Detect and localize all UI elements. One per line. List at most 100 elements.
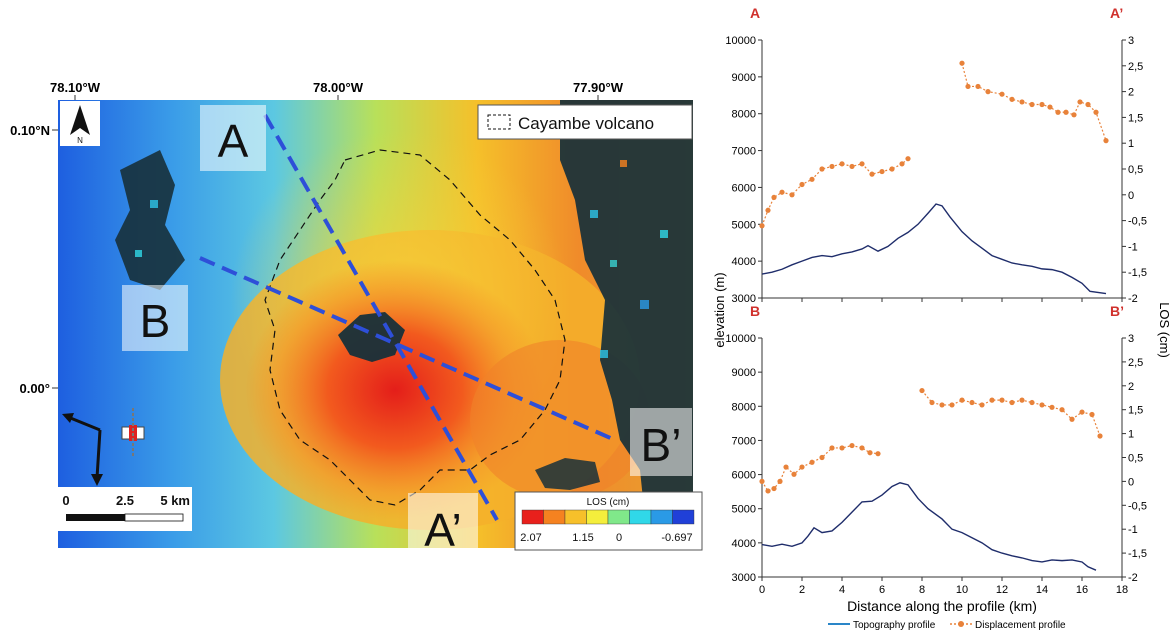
- displacement-point: [1055, 109, 1061, 115]
- x-tick-label: 10: [956, 584, 968, 596]
- profile-line-a: [263, 114, 499, 521]
- displacement-point: [1069, 416, 1075, 422]
- displacement-point: [799, 464, 805, 470]
- y-tick-label: 7000: [732, 435, 756, 447]
- north-arrow-icon: N: [60, 101, 100, 146]
- x-tick-label: 0: [759, 584, 765, 596]
- profile-line-b: [199, 256, 616, 442]
- lon-label-2: 78.00°W: [313, 80, 364, 95]
- speckle: [135, 160, 668, 358]
- y2-tick-label: -0,5: [1128, 500, 1147, 512]
- svg-text:B’: B’: [641, 419, 682, 471]
- lat-label-1: 0.10°N: [10, 123, 50, 138]
- y-tick-label: 10000: [725, 35, 756, 47]
- displacement-point: [985, 89, 991, 95]
- y2-tick-label: 2: [1128, 381, 1134, 393]
- displacement-point: [779, 189, 785, 195]
- svg-text:LOS (cm): LOS (cm): [587, 497, 630, 508]
- lat-label-2: 0.00°: [19, 381, 50, 396]
- y-tick-label: 8000: [732, 401, 756, 413]
- y2-tick-label: -1: [1128, 241, 1138, 253]
- y2-tick-label: 0: [1128, 476, 1134, 488]
- svg-text:N: N: [77, 136, 83, 145]
- displacement-point: [1089, 411, 1095, 418]
- topography-line: [761, 203, 1107, 295]
- colorbar-cell: [629, 509, 652, 525]
- displacement-point: [975, 83, 981, 90]
- y2-tick-label: -1,5: [1128, 548, 1147, 560]
- x-tick-label: 2: [799, 584, 805, 596]
- colorbar: LOS (cm) 2.07 1.15 0 -0.697: [514, 491, 703, 551]
- profile-end-label: A’: [1110, 5, 1123, 21]
- displacement-point: [1009, 399, 1015, 406]
- y-tick-label: 6000: [732, 182, 756, 194]
- colorbar-cell: [543, 509, 566, 525]
- displacement-point: [879, 168, 885, 175]
- y2-tick-label: 0: [1128, 190, 1134, 202]
- y-tick-label: 3000: [732, 572, 756, 584]
- colorbar-cell: [650, 509, 673, 525]
- displacement-point: [989, 397, 995, 403]
- displacement-point: [759, 223, 765, 229]
- y-tick-label: 9000: [732, 367, 756, 379]
- displacement-point: [839, 161, 845, 167]
- displacement-point: [783, 464, 789, 470]
- displacement-point: [899, 161, 905, 167]
- y2-tick-label: 2: [1128, 87, 1134, 99]
- displacement-point: [819, 454, 825, 461]
- insar-map: 78.10°W 78.00°W 77.90°W 0.10°N 0.00°: [10, 80, 703, 556]
- displacement-point: [765, 488, 771, 494]
- y-tick-label: 3000: [732, 293, 756, 305]
- x-tick-label: 14: [1036, 584, 1048, 596]
- displacement-point: [799, 181, 805, 188]
- x-tick-label: 8: [919, 584, 925, 596]
- y2-tick-label: 0,5: [1128, 164, 1143, 176]
- colorbar-cell: [586, 509, 609, 525]
- y2-tick-label: -1,5: [1128, 267, 1147, 279]
- displacement-point: [809, 176, 815, 182]
- displacement-point: [1077, 99, 1083, 105]
- lon-label-3: 77.90°W: [573, 80, 624, 95]
- profile-start-label: A: [750, 5, 760, 21]
- y2-tick-label: -2: [1128, 572, 1138, 584]
- displacement-point: [965, 83, 971, 90]
- svg-text:2.5: 2.5: [116, 493, 134, 508]
- y-tick-label: 5000: [732, 219, 756, 231]
- displacement-point: [959, 397, 965, 403]
- displacement-point: [905, 156, 911, 162]
- displacement-point: [759, 478, 765, 484]
- y-tick-label: 8000: [732, 109, 756, 121]
- displacement-point: [1019, 397, 1025, 403]
- displacement-point: [765, 207, 771, 213]
- y2-tick-label: 2,5: [1128, 61, 1143, 73]
- x-tick-label: 6: [879, 584, 885, 596]
- y2-tick-label: -0,5: [1128, 216, 1147, 228]
- y2-tick-label: -2: [1128, 293, 1138, 305]
- displacement-point: [875, 451, 881, 457]
- xlabel: Distance along the profile (km): [847, 598, 1037, 614]
- displacement-point: [1029, 399, 1035, 406]
- profile-panel-b: B B’ 3000 4000 5000 6000 7000 8000 9000 10000 -2 -1…: [725, 303, 1147, 596]
- y2-tick-label: 0,5: [1128, 453, 1143, 465]
- profile-label-b-end: B’: [630, 408, 692, 476]
- displacement-point: [849, 442, 855, 449]
- colorbar-cell: [607, 509, 630, 525]
- displacement-point: [771, 485, 777, 492]
- insar-map-panel: 78.10°W 78.00°W 77.90°W 0.10°N 0.00°: [10, 80, 703, 556]
- displacement-point: [889, 166, 895, 172]
- profile-label-a-end: A’: [408, 493, 478, 556]
- displacement-point: [771, 194, 777, 200]
- svg-text:A: A: [218, 115, 249, 167]
- profile-panel-a: A A’ 3000 4000 5000 6000 7000 8000 9000 10000 -2 -1…: [725, 5, 1147, 305]
- displacement-point: [839, 445, 845, 451]
- topography-line: [761, 482, 1097, 571]
- displacement-point: [999, 397, 1005, 403]
- displacement-point: [1009, 96, 1015, 102]
- displacement-point: [969, 399, 975, 406]
- y-tick-label: 10000: [725, 333, 756, 345]
- y-tick-label: 7000: [732, 146, 756, 158]
- chart-legend: Topography profile Displacement profile: [828, 620, 1066, 631]
- y-tick-label: 9000: [732, 72, 756, 84]
- satellite-icon: [62, 408, 145, 486]
- displacement-point: [1063, 109, 1069, 115]
